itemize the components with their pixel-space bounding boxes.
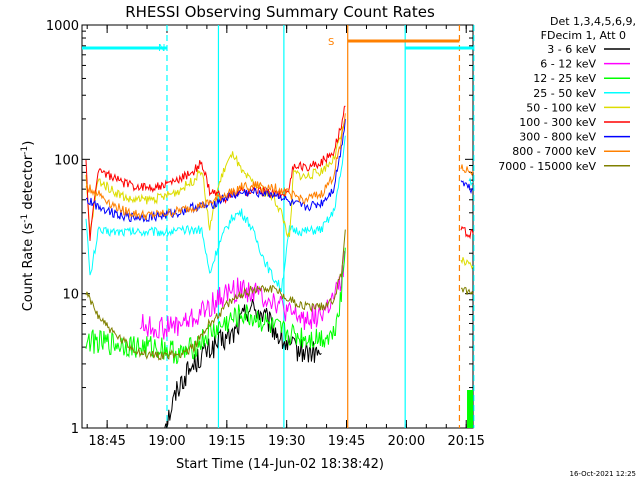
series-line-7-1	[460, 164, 474, 177]
series-line-8-1	[461, 286, 474, 295]
legend-entry-label: 3 - 6 keV	[547, 43, 596, 56]
legend-entry-label: 25 - 50 keV	[533, 87, 596, 100]
y-tick-label: 1	[71, 422, 79, 437]
orbit-annotations	[82, 25, 475, 428]
series-line-4-1	[460, 257, 474, 270]
legend-entry-label: 300 - 800 keV	[519, 131, 596, 144]
chart-title: RHESSI Observing Summary Count Rates	[125, 3, 435, 21]
series-line-0-0	[161, 299, 322, 429]
legend-entry-label: 800 - 7000 keV	[512, 145, 596, 158]
series-line-7-0	[85, 113, 346, 221]
legend-header-2: FDecim 1, Att 0	[541, 29, 626, 42]
series-line-4-0	[85, 118, 346, 238]
series-line-5-0	[85, 105, 346, 241]
legend-entry-label: 100 - 300 keV	[519, 116, 596, 129]
legend-header-1: Det 1,3,4,5,6,9,	[550, 15, 636, 28]
x-tick-label: 19:30	[268, 434, 305, 449]
series-line-1-0	[139, 250, 346, 340]
y-tick-label: 10	[62, 288, 79, 303]
series-line-8-0	[85, 229, 346, 361]
x-tick-label: 18:45	[88, 434, 125, 449]
x-tick-label: 19:00	[148, 434, 185, 449]
saa-label: S	[328, 37, 334, 48]
x-axis-label: Start Time (14-Jun-02 18:38:42)	[176, 457, 384, 472]
x-tick-label: 20:00	[388, 434, 425, 449]
series-line-5-1	[460, 225, 474, 240]
y-axis: 1 10 100 1000	[46, 19, 473, 437]
timestamp: 16-Oct-2021 12:25	[570, 470, 636, 478]
series-line-2-0	[85, 247, 346, 365]
legend-entry-label: 50 - 100 keV	[526, 101, 596, 114]
x-tick-label: 19:15	[208, 434, 245, 449]
night-label: N	[158, 43, 165, 54]
legend-entry-label: 7000 - 15000 keV	[498, 160, 596, 173]
series-line-3-0	[85, 135, 346, 292]
legend-entry-label: 6 - 12 keV	[540, 58, 596, 71]
series-lines	[85, 105, 474, 429]
green-block	[467, 390, 473, 428]
series-line-6-1	[460, 180, 474, 195]
x-axis: 18:45 19:00 19:15 19:30 19:45 20:00 20:15	[86, 25, 485, 449]
y-tick-label: 1000	[46, 19, 79, 34]
y-axis-label: Count Rate (s-1 detector-1)	[20, 141, 36, 312]
series-line-3-1	[468, 177, 474, 187]
y-tick-label: 100	[54, 153, 79, 168]
plot-frame	[81, 24, 474, 429]
x-tick-label: 20:15	[447, 434, 484, 449]
x-tick-label: 19:45	[328, 434, 365, 449]
series-line-6-0	[85, 118, 346, 223]
legend-entry-label: 12 - 25 keV	[533, 72, 596, 85]
